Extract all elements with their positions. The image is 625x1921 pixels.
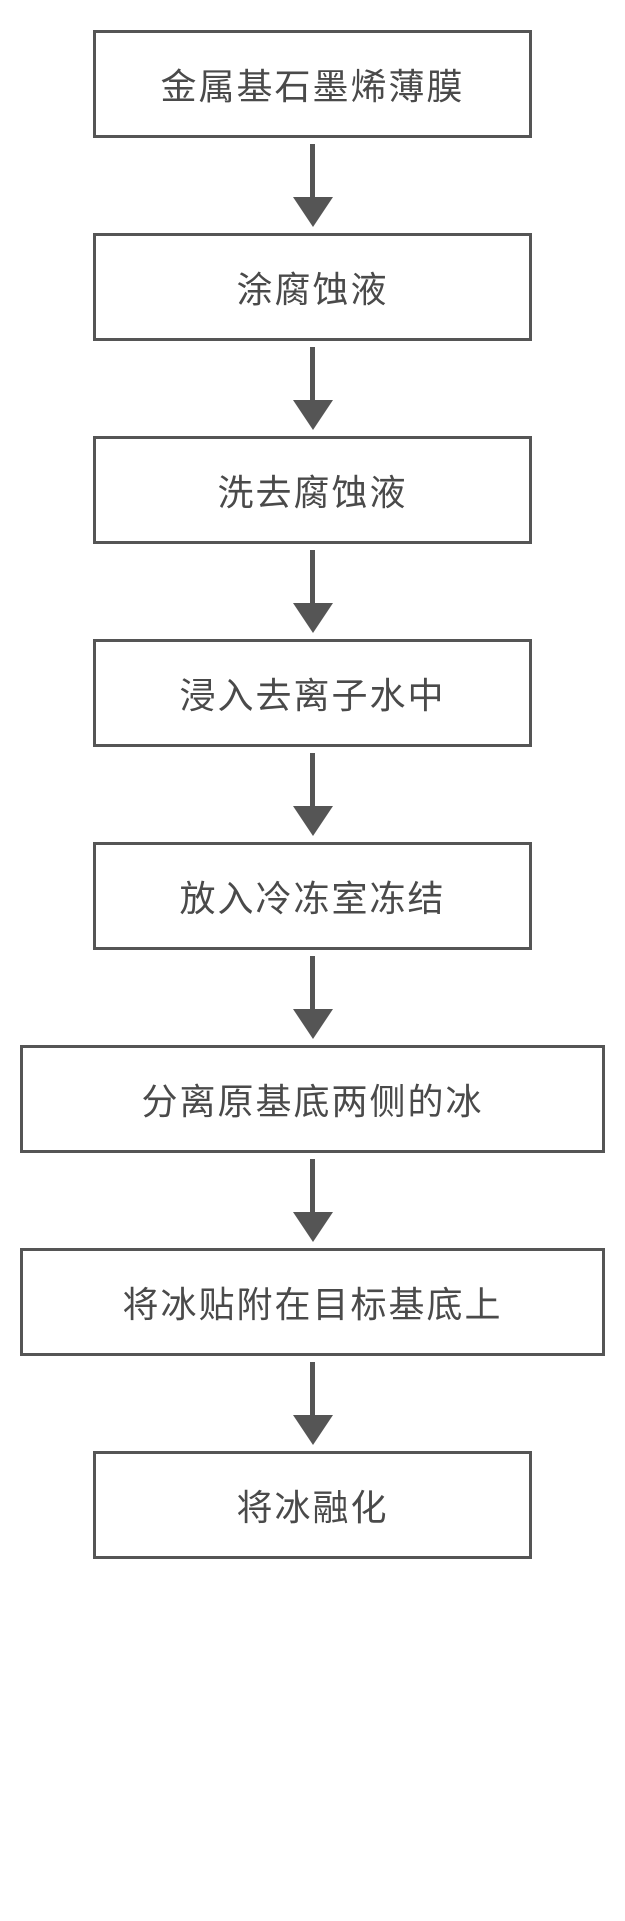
arrow-down-icon: [293, 138, 333, 233]
flowchart-step: 涂腐蚀液: [93, 233, 532, 341]
step-label: 分离原基底两侧的冰: [141, 1073, 483, 1125]
arrow-down-icon: [293, 950, 333, 1045]
step-label: 将冰贴附在目标基底上: [122, 1276, 502, 1328]
flowchart-step: 洗去腐蚀液: [93, 436, 532, 544]
step-label: 将冰融化: [236, 1479, 388, 1531]
arrow-down-icon: [293, 1153, 333, 1248]
step-label: 洗去腐蚀液: [217, 464, 407, 516]
arrow-down-icon: [293, 747, 333, 842]
arrow-down-icon: [293, 1356, 333, 1451]
flowchart-step: 将冰贴附在目标基底上: [20, 1248, 605, 1356]
arrow-down-icon: [293, 544, 333, 639]
step-label: 浸入去离子水中: [179, 667, 445, 719]
flowchart-container: 金属基石墨烯薄膜 涂腐蚀液 洗去腐蚀液 浸入去离子水中 放入冷冻室冻结 分离原基…: [20, 30, 605, 1559]
step-label: 金属基石墨烯薄膜: [160, 58, 464, 110]
flowchart-step: 浸入去离子水中: [93, 639, 532, 747]
step-label: 放入冷冻室冻结: [179, 870, 445, 922]
step-label: 涂腐蚀液: [236, 261, 388, 313]
flowchart-step: 放入冷冻室冻结: [93, 842, 532, 950]
flowchart-step: 将冰融化: [93, 1451, 532, 1559]
arrow-down-icon: [293, 341, 333, 436]
flowchart-step: 金属基石墨烯薄膜: [93, 30, 532, 138]
flowchart-step: 分离原基底两侧的冰: [20, 1045, 605, 1153]
